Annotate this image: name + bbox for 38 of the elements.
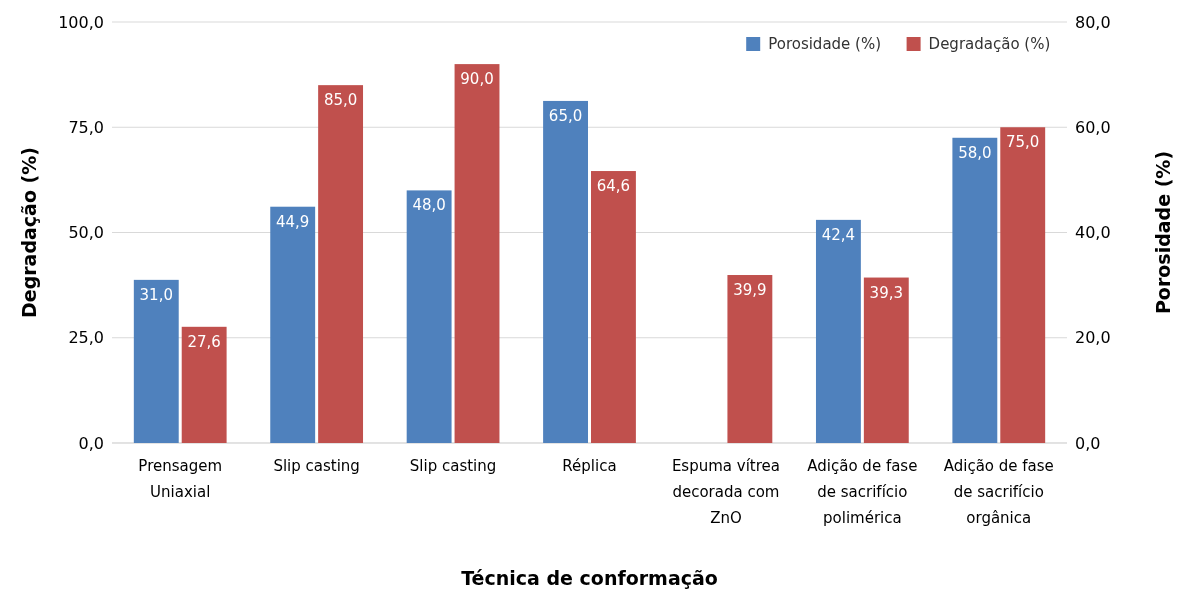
y2-axis-title: Porosidade (%) xyxy=(1152,150,1174,315)
bar xyxy=(591,171,636,443)
y-tick-label: 100,0 xyxy=(58,12,104,32)
y2-tick-label: 20,0 xyxy=(1075,328,1111,348)
y-tick-label: 75,0 xyxy=(68,117,104,137)
data-label: 39,9 xyxy=(733,281,767,300)
data-label: 39,3 xyxy=(869,283,903,302)
data-label: 58,0 xyxy=(958,143,992,162)
y-tick-label: 0,0 xyxy=(78,433,104,453)
y2-tick-label: 80,0 xyxy=(1075,12,1111,32)
data-label: 31,0 xyxy=(139,285,173,304)
data-label: 65,0 xyxy=(548,106,583,125)
x-tick-label: Slip casting xyxy=(409,457,497,475)
y-tick-label: 50,0 xyxy=(68,223,104,243)
bar xyxy=(543,100,588,443)
x-axis-title: Técnica de conformação xyxy=(461,567,718,589)
data-label: 90,0 xyxy=(460,70,494,89)
data-label: 64,6 xyxy=(596,177,631,196)
legend-label: Porosidade (%) xyxy=(768,35,882,54)
data-label: 27,6 xyxy=(187,332,221,351)
x-tick-label: Slip casting xyxy=(273,457,360,475)
y-tick-label: 25,0 xyxy=(68,328,104,348)
data-label: 85,0 xyxy=(323,91,358,110)
data-label: 42,4 xyxy=(821,225,856,244)
y2-tick-label: 0,0 xyxy=(1075,433,1101,453)
y2-tick-label: 40,0 xyxy=(1075,223,1111,243)
x-tick-label: Adição de fase de sacrifício orgânica xyxy=(943,457,1054,527)
y2-tick-label: 60,0 xyxy=(1075,117,1111,137)
x-tick-label: Réplica xyxy=(562,457,617,475)
data-label: 44,9 xyxy=(276,212,310,231)
bar xyxy=(727,275,773,443)
data-label: 48,0 xyxy=(412,196,446,215)
x-tick-label: Espuma vítrea decorada com ZnO xyxy=(671,457,780,527)
x-tick-label: Prensagem Uniaxial xyxy=(138,457,223,501)
data-label: 75,0 xyxy=(1006,133,1040,152)
legend-label: Degradação (%) xyxy=(928,35,1051,54)
x-tick-label: Adição de fase de sacrifício polimérica xyxy=(807,457,918,527)
y-axis-title: Degradação (%) xyxy=(18,146,40,319)
